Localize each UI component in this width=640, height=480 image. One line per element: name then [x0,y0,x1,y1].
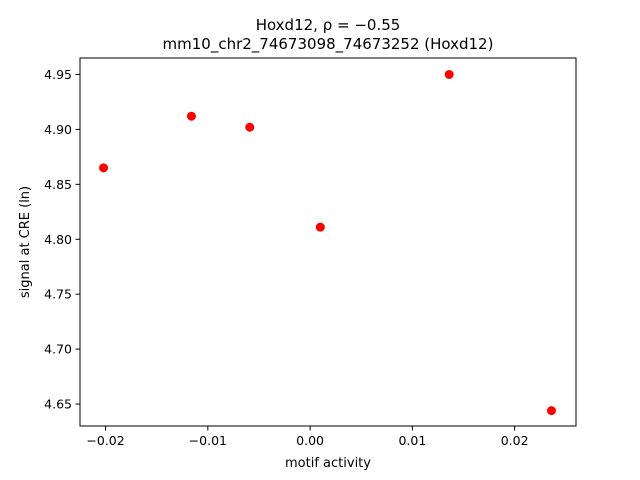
x-tick-label: −0.02 [86,433,124,448]
y-tick-label: 4.85 [44,177,72,192]
data-point [444,69,454,79]
chart-title-line1: Hoxd12, ρ = −0.55 [256,16,401,34]
x-tick-label: −0.01 [189,433,227,448]
chart-title-line2: mm10_chr2_74673098_74673252 (Hoxd12) [163,35,494,54]
y-axis: 4.65 4.70 4.75 4.80 4.85 4.90 4.95 [44,67,80,412]
y-tick-label: 4.70 [44,342,72,357]
y-tick-label: 4.90 [44,122,72,137]
data-point [99,163,109,173]
plot-area [79,57,577,427]
x-tick-label: 0.01 [398,433,426,448]
x-axis: −0.02 −0.01 0.00 0.01 0.02 [86,426,529,448]
y-tick-label: 4.65 [44,397,72,412]
y-tick-label: 4.75 [44,287,72,302]
data-point [315,222,325,232]
data-point [546,406,556,416]
data-point [186,111,196,121]
y-axis-label: signal at CRE (ln) [18,186,33,298]
data-point [245,122,255,132]
y-tick-label: 4.80 [44,232,72,247]
x-tick-label: 0.02 [501,433,529,448]
y-tick-label: 4.95 [44,67,72,82]
data-points [99,69,556,416]
x-tick-label: 0.00 [296,433,324,448]
x-axis-label: motif activity [285,456,371,471]
